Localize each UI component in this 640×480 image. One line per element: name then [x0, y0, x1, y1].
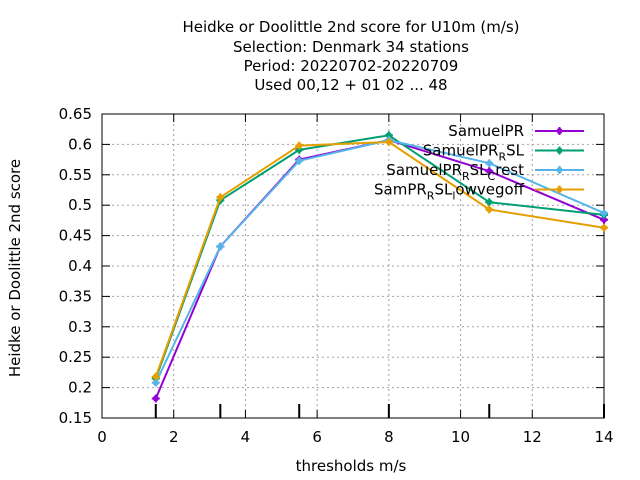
- x-tick-label: 0: [97, 428, 107, 446]
- series-1: [151, 131, 608, 383]
- y-tick-label: 0.3: [68, 318, 92, 336]
- data-point: [216, 193, 225, 202]
- legend-label: SamuelPRRSLCrest: [386, 161, 524, 183]
- data-point: [151, 394, 160, 403]
- data-point: [485, 205, 494, 214]
- series-line: [154, 139, 605, 399]
- data-point: [295, 145, 304, 154]
- series-3: [151, 137, 608, 381]
- y-tick-label: 0.2: [68, 379, 92, 397]
- y-tick-label: 0.55: [59, 166, 92, 184]
- x-tick-label: 10: [451, 428, 470, 446]
- x-axis-label: thresholds m/s: [296, 457, 407, 475]
- plot-frame: [101, 113, 605, 419]
- series-line: [154, 141, 605, 378]
- series-2: [151, 136, 608, 387]
- title-line-3: Period: 20220702-20220709: [244, 57, 459, 75]
- data-point: [600, 215, 608, 224]
- title-line-1: Heidke or Doolittle 2nd score for U10m (…: [182, 18, 519, 36]
- threshold-markers: [154, 404, 605, 418]
- series-line: [154, 139, 605, 384]
- data-point: [600, 223, 608, 232]
- chart-title: Heidke or Doolittle 2nd score for U10m (…: [182, 18, 519, 94]
- series: [151, 131, 608, 403]
- legend-label: SamuelPRRSL: [423, 142, 525, 164]
- data-point: [485, 159, 494, 168]
- y-tick-label: 0.35: [59, 287, 92, 305]
- series-0: [151, 136, 608, 403]
- data-point: [151, 372, 160, 381]
- legend-label: SamuelPR: [448, 122, 524, 140]
- y-axis-label: Heidke or Doolittle 2nd score: [6, 159, 24, 377]
- x-tick-label: 6: [312, 428, 322, 446]
- legend-marker: [555, 185, 564, 194]
- grid: [102, 114, 604, 418]
- legend-marker: [555, 146, 564, 155]
- axis-ticks: 0.15 0.2 0.25 0.3 0.35 0.4 0.45 0.5 0.55 0.6 0.65 0…: [59, 105, 614, 446]
- y-tick-label: 0.5: [68, 196, 92, 214]
- data-point: [384, 137, 393, 146]
- data-point: [295, 141, 304, 150]
- x-tick-label: 4: [241, 428, 251, 446]
- y-tick-label: 0.65: [59, 105, 92, 123]
- title-line-2: Selection: Denmark 34 stations: [233, 38, 469, 56]
- legend-marker: [555, 166, 564, 174]
- x-tick-label: 2: [169, 428, 179, 446]
- y-tick-label: 0.4: [68, 257, 92, 275]
- x-tick-label: 14: [594, 428, 613, 446]
- y-tick-label: 0.6: [68, 135, 92, 153]
- data-point: [485, 167, 494, 176]
- x-tick-label: 8: [384, 428, 394, 446]
- legend-label: SamPRRSLlowvegoff: [374, 181, 525, 203]
- y-tick-label: 0.15: [59, 409, 92, 427]
- data-point: [485, 198, 494, 207]
- y-tick-label: 0.45: [59, 227, 92, 245]
- data-point: [600, 209, 608, 218]
- legend: SamuelPR SamuelPRRSLSamuelPRRSLCrestSamPR…: [374, 122, 584, 203]
- title-line-4: Used 00,12 + 01 02 ... 48: [254, 76, 447, 94]
- data-point: [216, 242, 225, 251]
- data-point: [295, 156, 304, 165]
- x-tick-label: 12: [523, 428, 542, 446]
- legend-marker: [555, 127, 564, 135]
- y-tick-label: 0.25: [59, 348, 92, 366]
- series-line: [154, 134, 605, 379]
